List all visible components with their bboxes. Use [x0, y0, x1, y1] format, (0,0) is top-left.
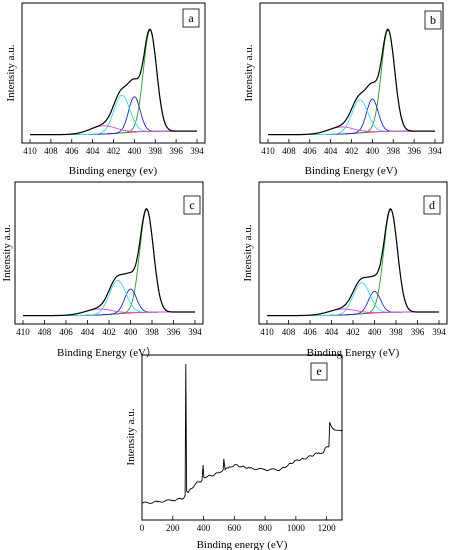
- component-peak_398: [30, 29, 197, 136]
- panel-c-label: c: [189, 198, 194, 212]
- x-tick-label: 394: [432, 327, 446, 337]
- panel-a-frame: [21, 2, 206, 144]
- x-tick-label: 394: [428, 146, 442, 156]
- component-peak_401: [268, 99, 435, 136]
- component-peak_398: [268, 29, 435, 136]
- panel-b-frame: [259, 2, 444, 144]
- panel-d-ylabel: Intensity a.u.: [242, 224, 254, 281]
- x-tick-label: 406: [303, 327, 317, 337]
- x-tick-label: 402: [346, 327, 360, 337]
- x-tick-label: 408: [282, 146, 296, 156]
- x-tick-label: 0: [140, 523, 145, 533]
- x-tick-label: 400: [197, 523, 211, 533]
- x-tick-label: 402: [345, 146, 359, 156]
- x-tick-label: 408: [44, 146, 58, 156]
- x-tick-label: 404: [86, 146, 100, 156]
- survey-spectrum-line: [141, 364, 343, 504]
- x-tick-label: 394: [190, 146, 204, 156]
- panel-a-ylabel: Intensity a.u.: [5, 44, 17, 101]
- x-tick-label: 410: [16, 327, 30, 337]
- x-tick-label: 1000: [287, 523, 306, 533]
- panel-b-ylabel: Intensity a.u.: [243, 44, 255, 101]
- x-tick-label: 396: [169, 146, 183, 156]
- x-tick-label: 402: [102, 327, 116, 337]
- x-tick-label: 400: [366, 146, 380, 156]
- panel-e-ylabel: Intensity a.u.: [125, 408, 137, 465]
- component-peak_398: [267, 208, 439, 317]
- panel-b-ticks: 410 408 406 404 402 400 398 396 394: [261, 139, 442, 156]
- panel-a: 410 408 406 404 402 400 398 396 394 a Binding en…: [5, 2, 206, 177]
- panel-c: 410 408 406 404 402 400 398 396 394 c Binding En…: [1, 181, 204, 359]
- x-tick-label: 394: [188, 327, 202, 337]
- x-tick-label: 406: [65, 146, 79, 156]
- x-tick-label: 404: [81, 327, 95, 337]
- panel-a-label-box: [182, 8, 200, 28]
- panel-c-ticks: 410 408 406 404 402 400 398 396 394: [16, 320, 202, 337]
- panel-e-xlabel: Binding energy (eV): [197, 539, 288, 550]
- x-tick-label: 398: [389, 327, 403, 337]
- panel-e-ticks: 0 200 400 600 800 1000 1200: [140, 516, 336, 533]
- panel-b-label-box: [424, 10, 442, 30]
- panel-d-label-box: [423, 195, 441, 215]
- x-tick-label: 402: [107, 146, 121, 156]
- x-tick-label: 396: [167, 327, 181, 337]
- envelope-line: [30, 28, 197, 136]
- x-tick-label: 398: [149, 146, 163, 156]
- x-tick-label: 404: [325, 327, 339, 337]
- panel-a-xlabel: Binding energy (ev): [69, 165, 158, 177]
- panel-b-xlabel: Binding Energy (eV): [305, 165, 398, 177]
- envelope-line: [268, 28, 435, 136]
- panel-c-xlabel: Binding Energy (eV）: [57, 346, 157, 359]
- x-tick-label: 396: [411, 327, 425, 337]
- panel-a-curves: [30, 28, 197, 136]
- panel-b-label: b: [430, 13, 436, 27]
- component-peak_398: [23, 208, 195, 317]
- x-tick-label: 396: [407, 146, 421, 156]
- x-tick-label: 406: [303, 146, 317, 156]
- panel-c-label-box: [183, 195, 201, 215]
- x-tick-label: 600: [228, 523, 242, 533]
- x-tick-label: 404: [324, 146, 338, 156]
- x-tick-label: 400: [124, 327, 138, 337]
- panel-a-label: a: [188, 11, 194, 25]
- panel-b-curves: [268, 28, 435, 136]
- envelope-line: [267, 208, 439, 317]
- x-tick-label: 410: [23, 146, 37, 156]
- x-tick-label: 800: [258, 523, 272, 533]
- panel-e-label: e: [316, 364, 321, 378]
- x-tick-label: 410: [261, 146, 275, 156]
- x-tick-label: 1200: [318, 523, 337, 533]
- x-tick-label: 400: [128, 146, 142, 156]
- x-tick-label: 406: [59, 327, 73, 337]
- panel-d-label: d: [429, 198, 435, 212]
- panel-c-ylabel: Intensity a.u.: [1, 224, 13, 281]
- panel-d-curves: [267, 208, 439, 317]
- component-peak_401: [30, 94, 197, 136]
- panel-e: 0 200 400 600 800 1000 1200 e Binding energy (…: [125, 354, 343, 550]
- panel-b: 410 408 406 404 402 400 398 396 394 b Binding En…: [243, 2, 444, 177]
- panel-e-label-box: [310, 362, 328, 381]
- x-tick-label: 398: [145, 327, 159, 337]
- x-tick-label: 400: [368, 327, 382, 337]
- component-peak_400: [30, 96, 197, 136]
- panel-e-frame: [141, 354, 343, 521]
- panel-d: 410 408 406 404 402 400 398 396 394 d Binding En…: [242, 181, 448, 359]
- x-tick-label: 410: [260, 327, 274, 337]
- x-tick-label: 408: [282, 327, 296, 337]
- component-peak_401: [267, 282, 439, 317]
- panel-d-frame: [258, 181, 448, 325]
- panel-d-ticks: 410 408 406 404 402 400 398 396 394: [260, 320, 446, 337]
- panel-a-ticks: 410 408 406 404 402 400 398 396 394: [23, 139, 204, 156]
- envelope-line: [23, 208, 195, 317]
- panel-e-curves: [141, 364, 343, 504]
- panel-c-frame: [14, 181, 204, 325]
- x-tick-label: 408: [38, 327, 52, 337]
- panel-d-xlabel: Binding Energy (eV): [307, 347, 400, 359]
- x-tick-label: 200: [166, 523, 180, 533]
- panel-c-curves: [23, 208, 195, 317]
- x-tick-label: 398: [387, 146, 401, 156]
- component-peak_400: [268, 98, 435, 136]
